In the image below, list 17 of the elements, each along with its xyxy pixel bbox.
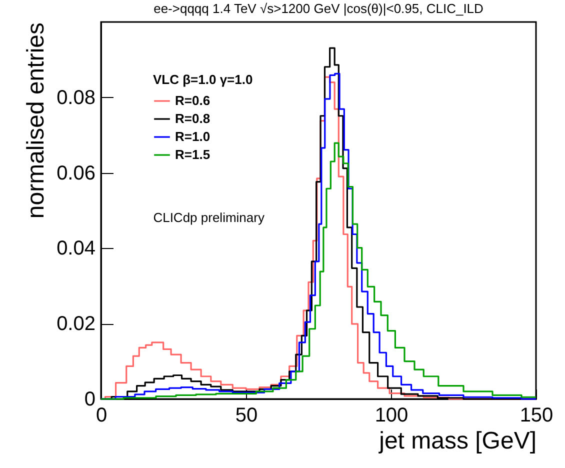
legend-label: R=1.5 xyxy=(175,147,210,162)
legend-label: R=0.6 xyxy=(175,93,210,108)
x-axis-title: jet mass [GeV] xyxy=(378,428,536,454)
annotation: CLICdp preliminary xyxy=(153,210,265,226)
chart-title: ee->qqqq 1.4 TeV √s>1200 GeV |cos(θ)|<0.95, CLIC_ILD xyxy=(154,1,484,16)
x-tick-label: 100 xyxy=(374,404,408,426)
legend-title: VLC β=1.0 γ=1.0 xyxy=(153,72,253,87)
y-tick-label: 0.06 xyxy=(56,162,96,184)
x-tick-label: 50 xyxy=(235,404,258,426)
y-tick-label: 0 xyxy=(84,388,96,410)
y-tick-label: 0.04 xyxy=(56,238,96,260)
y-tick-label: 0.02 xyxy=(56,313,96,336)
x-tick-label: 150 xyxy=(520,404,554,426)
y-tick-label: 0.08 xyxy=(56,86,96,109)
y-axis-title: normalised entries xyxy=(22,22,50,219)
legend-label: R=1.0 xyxy=(175,129,210,144)
legend-label: R=0.8 xyxy=(175,111,210,126)
